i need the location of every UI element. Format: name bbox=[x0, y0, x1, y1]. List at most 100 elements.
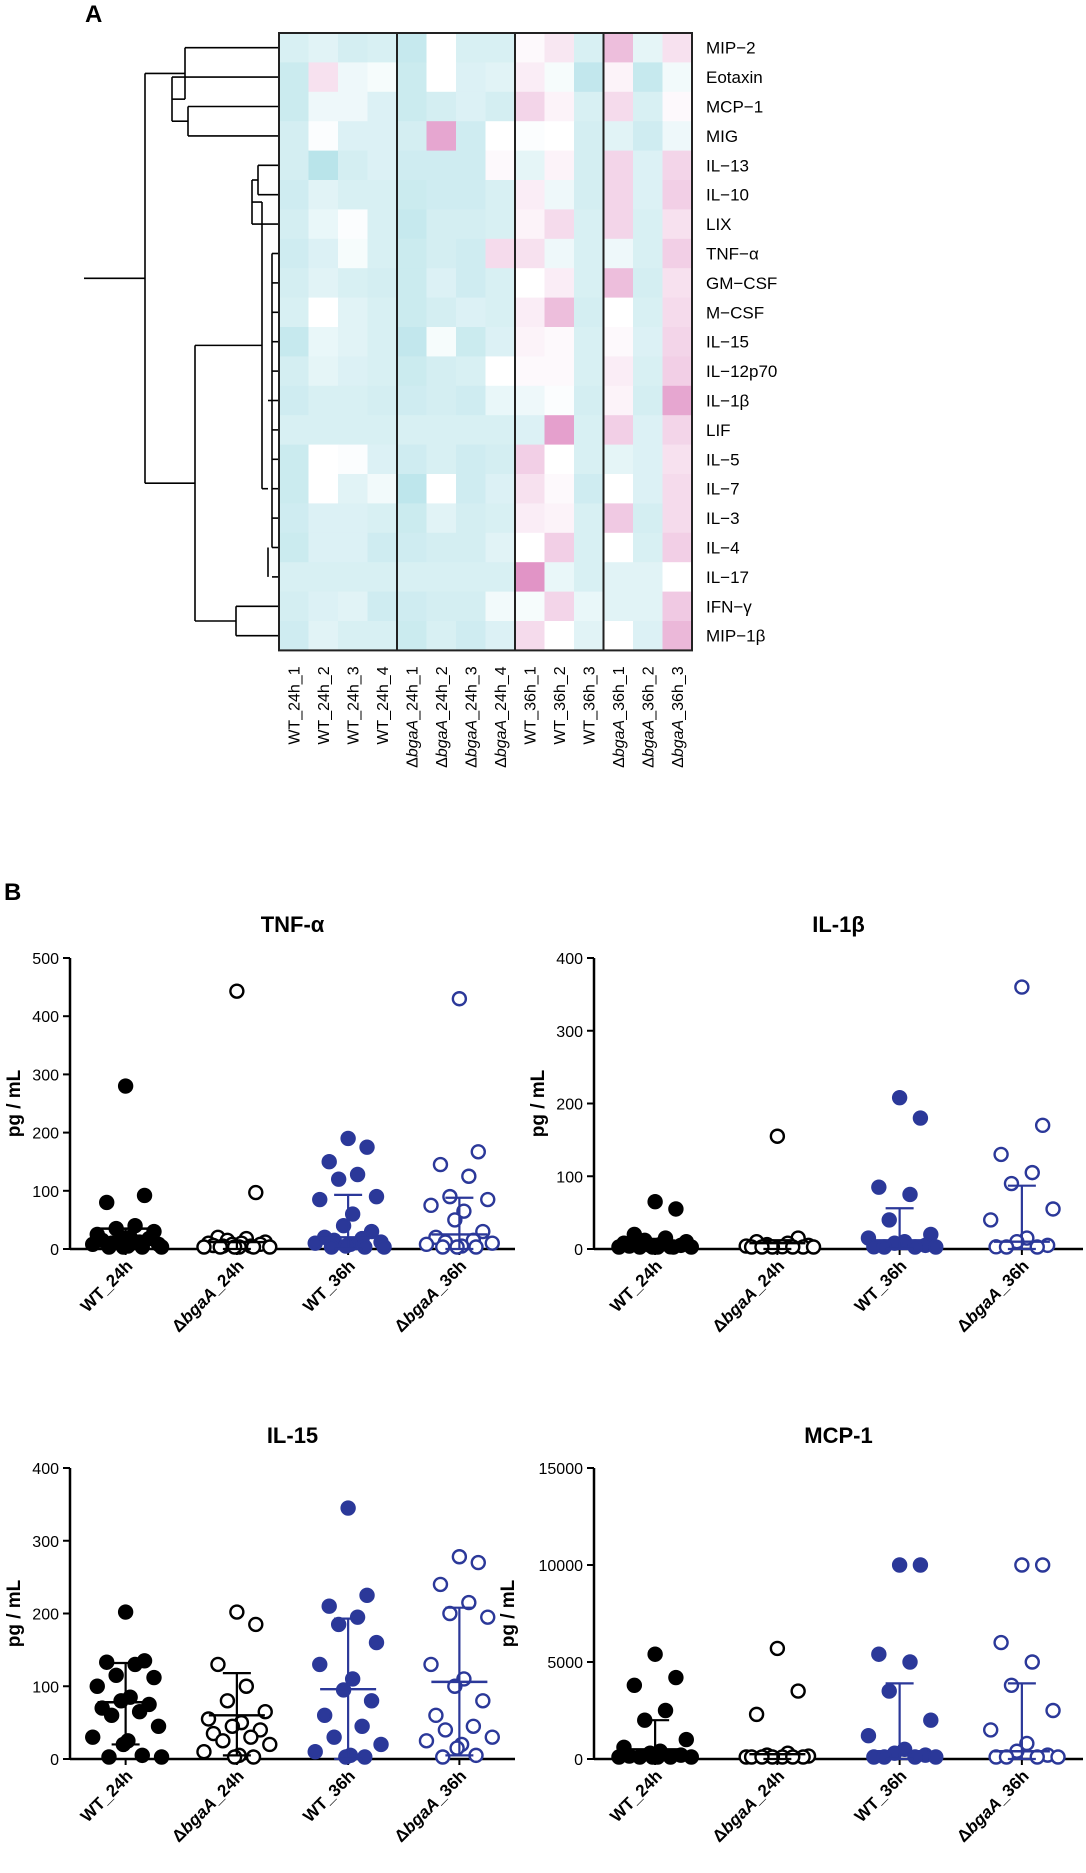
heatmap-cell bbox=[338, 327, 368, 357]
heatmap-cell bbox=[279, 238, 309, 269]
data-point bbox=[902, 1654, 918, 1670]
heatmap-row-label: TNF−α bbox=[706, 245, 759, 264]
data-point bbox=[196, 1744, 212, 1760]
y-axis-label: pg / mL bbox=[4, 1579, 25, 1647]
heatmap-cell bbox=[574, 532, 604, 563]
heatmap-row-label: IL−4 bbox=[706, 539, 740, 558]
data-point bbox=[226, 1749, 243, 1765]
heatmap-cell bbox=[426, 33, 457, 63]
heatmap-cell bbox=[603, 33, 634, 63]
heatmap-cell bbox=[367, 180, 398, 210]
heatmap-col-label: ΔbgaA_36h_2 bbox=[641, 666, 658, 768]
data-point bbox=[245, 1239, 262, 1255]
heatmap-cell bbox=[633, 150, 663, 181]
heatmap-cell bbox=[426, 327, 457, 357]
heatmap-cell bbox=[574, 621, 604, 651]
heatmap-cell bbox=[662, 621, 693, 651]
y-tick-label: 500 bbox=[32, 951, 59, 968]
heatmap-cell bbox=[544, 209, 575, 240]
y-tick-label: 300 bbox=[32, 1067, 59, 1084]
data-point bbox=[881, 1683, 897, 1699]
heatmap-cell bbox=[338, 62, 368, 93]
heatmap-cell bbox=[426, 121, 457, 152]
x-category-label: ΔbgaA_24h bbox=[709, 1766, 789, 1846]
heatmap-cell bbox=[574, 121, 604, 152]
heatmap-cell bbox=[515, 503, 545, 534]
heatmap-cell bbox=[544, 121, 575, 152]
x-category-label: ΔbgaA_36h bbox=[953, 1256, 1033, 1336]
heatmap-cell bbox=[338, 474, 368, 504]
data-point bbox=[1024, 1164, 1040, 1181]
heatmap-row-label: Eotaxin bbox=[706, 68, 763, 87]
heatmap-cell bbox=[279, 415, 309, 446]
heatmap-cell bbox=[426, 474, 457, 504]
data-point bbox=[136, 1187, 153, 1204]
heatmap-cell bbox=[662, 591, 693, 622]
heatmap-cell bbox=[603, 209, 634, 240]
heatmap-cell bbox=[426, 62, 457, 93]
heatmap-col-label: ΔbgaA_36h_3 bbox=[670, 666, 687, 768]
heatmap-cell bbox=[544, 327, 575, 357]
data-point bbox=[451, 1549, 468, 1565]
data-point bbox=[1029, 1749, 1045, 1765]
heatmap-cell bbox=[515, 532, 545, 563]
data-point bbox=[196, 1239, 212, 1255]
heatmap-cell bbox=[397, 532, 427, 563]
heatmap-cell bbox=[367, 444, 398, 475]
heatmap-cell bbox=[633, 62, 663, 93]
heatmap-cell bbox=[397, 444, 427, 475]
x-category-label: ΔbgaA_36h bbox=[391, 1256, 471, 1336]
data-point bbox=[344, 1671, 361, 1687]
heatmap-cell bbox=[338, 209, 368, 240]
data-point bbox=[330, 1171, 347, 1187]
heatmap-cell bbox=[338, 150, 368, 181]
heatmap-col-label: ΔbgaA_24h_4 bbox=[493, 666, 510, 768]
heatmap-cell bbox=[633, 532, 663, 563]
heatmap-col-label-prefix: Δ bbox=[405, 757, 422, 768]
heatmap-col-label: WT_36h_3 bbox=[582, 666, 599, 744]
data-point bbox=[647, 1194, 663, 1210]
data-point bbox=[153, 1749, 170, 1765]
x-category-label: WT_24h bbox=[77, 1766, 137, 1826]
heatmap-cell bbox=[633, 121, 663, 152]
heatmap-cell bbox=[397, 621, 427, 651]
heatmap-cell bbox=[367, 415, 398, 446]
heatmap-cell bbox=[603, 415, 634, 446]
x-category-label: ΔbgaA_36h bbox=[953, 1766, 1033, 1846]
heatmap-cell bbox=[544, 33, 575, 63]
panel-b-letter: B bbox=[4, 879, 21, 906]
heatmap-cell bbox=[633, 209, 663, 240]
heatmap-cell bbox=[308, 532, 339, 563]
heatmap-row-label: IL−17 bbox=[706, 568, 749, 587]
heatmap-cell bbox=[279, 180, 309, 210]
data-point bbox=[626, 1677, 643, 1693]
data-point bbox=[210, 1656, 226, 1673]
heatmap-cell bbox=[544, 444, 575, 475]
heatmap-cell bbox=[485, 327, 516, 357]
data-point bbox=[117, 1604, 134, 1620]
heatmap-cell bbox=[574, 91, 604, 122]
data-point bbox=[668, 1669, 684, 1686]
heatmap-cell bbox=[279, 621, 309, 651]
heatmap-cell bbox=[515, 385, 545, 416]
heatmap-cell bbox=[574, 33, 604, 63]
data-point bbox=[470, 1144, 486, 1160]
heatmap-cell bbox=[633, 238, 663, 269]
heatmap-cell bbox=[603, 474, 634, 504]
heatmap-cell bbox=[633, 591, 663, 622]
heatmap-cell bbox=[603, 180, 634, 210]
heatmap-cell bbox=[338, 180, 368, 210]
heatmap-col-labels: WT_24h_1 WT_24h_2 WT_24h_3 WT_24h_4ΔbgaA_24… bbox=[287, 666, 688, 768]
heatmap-cell bbox=[367, 356, 398, 387]
data-point bbox=[1014, 1557, 1030, 1573]
data-point bbox=[312, 1656, 328, 1673]
heatmap-cell bbox=[308, 238, 339, 269]
heatmap-cell bbox=[574, 474, 604, 504]
heatmap-col-label-italic: bgaA bbox=[611, 720, 628, 757]
heatmap-cell bbox=[485, 415, 516, 446]
heatmap-cell bbox=[662, 180, 693, 210]
heatmap-col-label-suffix: _24h_3 bbox=[464, 666, 481, 720]
heatmap-cell bbox=[456, 356, 486, 387]
data-point bbox=[461, 1594, 477, 1611]
data-point bbox=[108, 1667, 124, 1684]
